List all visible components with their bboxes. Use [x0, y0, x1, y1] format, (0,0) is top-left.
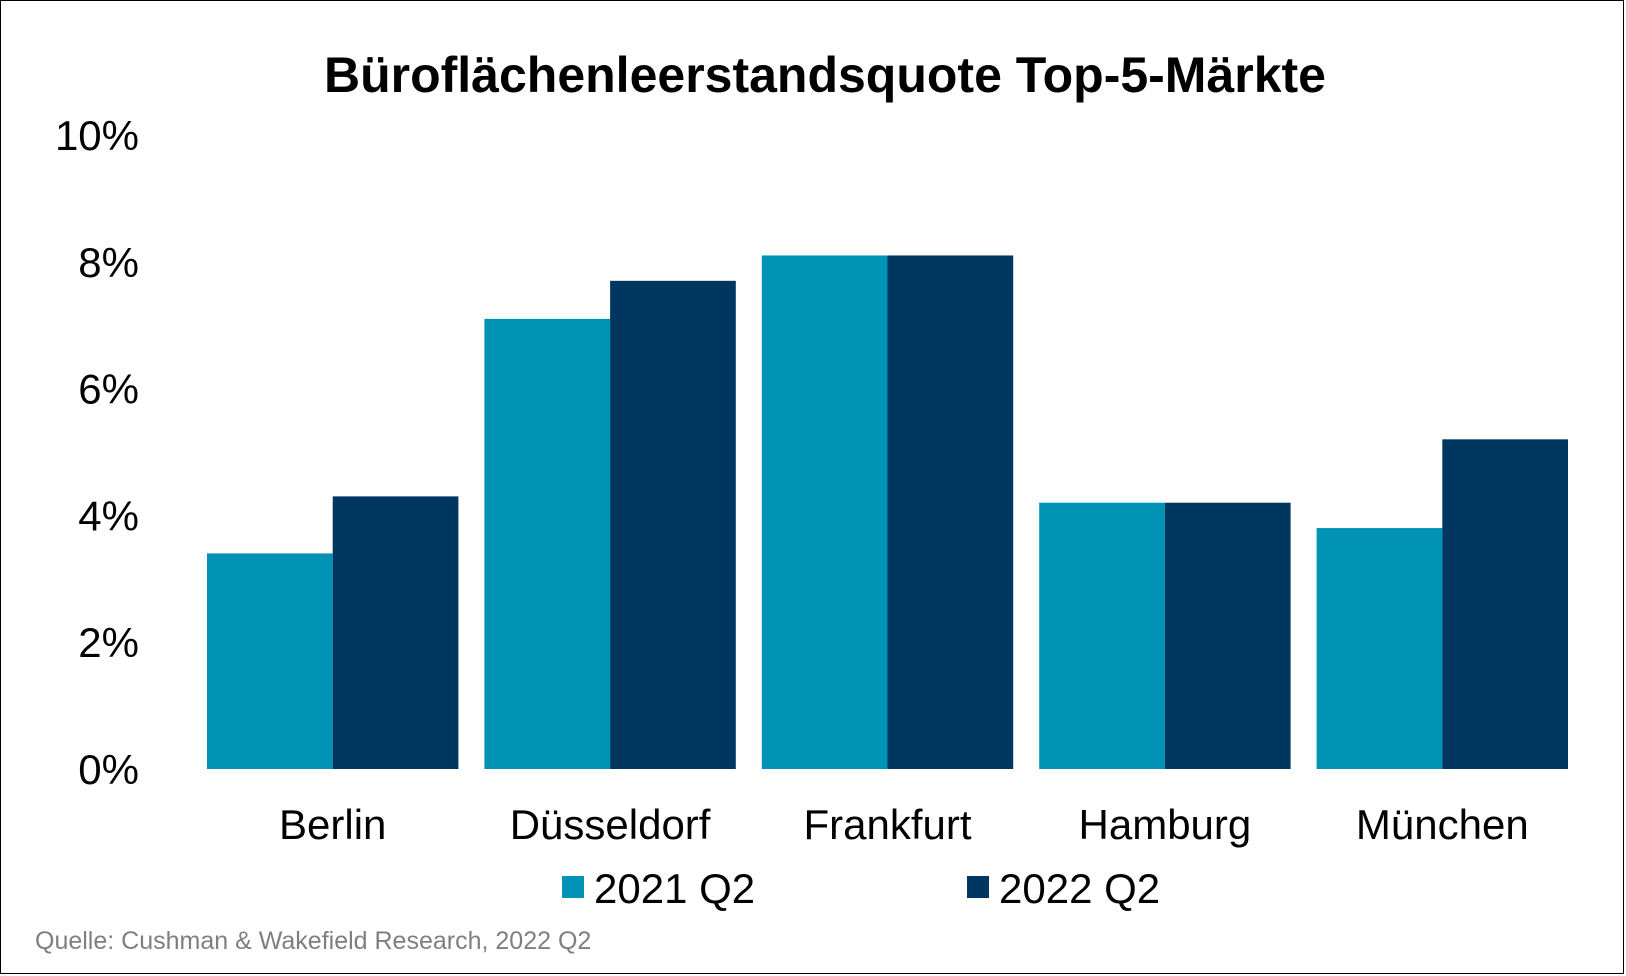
source-note: Quelle: Cushman & Wakefield Research, 20…	[35, 927, 591, 955]
bar	[332, 496, 459, 769]
bar	[761, 255, 888, 769]
y-tick-label: 0%	[78, 746, 139, 793]
legend-swatch	[967, 876, 989, 898]
bar	[1039, 502, 1165, 769]
y-tick-label: 10%	[55, 112, 139, 159]
x-tick-label: Hamburg	[1079, 801, 1252, 848]
x-tick-label: Berlin	[279, 801, 386, 848]
chart-title: Büroflächenleerstandsquote Top-5-Märkte	[324, 47, 1326, 103]
x-tick-label: Düsseldorf	[510, 801, 711, 848]
y-tick-label: 6%	[78, 366, 139, 413]
legend-label: 2021 Q2	[594, 865, 755, 912]
bar	[1164, 502, 1291, 769]
y-axis: 0% 2% 4% 6% 8% 10%	[55, 112, 139, 793]
bar	[484, 318, 611, 769]
bar	[1316, 528, 1443, 769]
legend-swatch	[562, 876, 584, 898]
x-axis: Berlin Düsseldorf Frankfurt Hamburg München	[279, 801, 1529, 848]
legend: 2021 Q2 2022 Q2	[562, 865, 1160, 912]
y-tick-label: 8%	[78, 239, 139, 286]
bars	[207, 255, 1568, 769]
y-tick-label: 4%	[78, 492, 139, 539]
x-tick-label: Frankfurt	[803, 801, 971, 848]
bar	[1442, 439, 1568, 769]
y-tick-label: 2%	[78, 619, 139, 666]
bar	[610, 280, 736, 769]
bar	[207, 553, 333, 769]
legend-label: 2022 Q2	[999, 865, 1160, 912]
x-tick-label: München	[1356, 801, 1529, 848]
bar	[887, 255, 1014, 769]
